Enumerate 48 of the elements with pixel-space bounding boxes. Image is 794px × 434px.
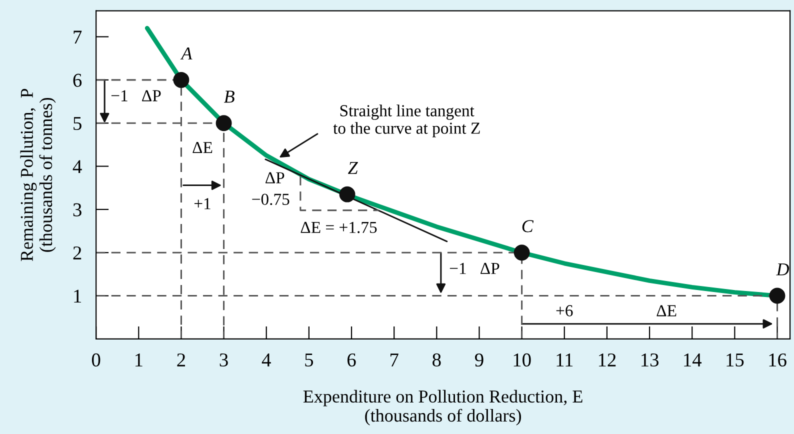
y-axis-title: Remaining Pollution, P (thousands of tonnes) xyxy=(20,88,56,262)
annotation: −1 xyxy=(111,90,128,102)
annotation: +6 xyxy=(556,305,573,316)
annotation: −1 xyxy=(450,262,466,274)
y-tick-label: 7 xyxy=(74,30,82,44)
y-tick-label: 1 xyxy=(74,290,82,303)
x-tick-label: 9 xyxy=(475,353,484,367)
annotation: ΔP xyxy=(266,172,284,184)
y-tick-label: 2 xyxy=(73,246,82,260)
x-tick-label: 7 xyxy=(390,354,398,366)
x-tick-label: 12 xyxy=(598,353,616,366)
x-tick-label: 5 xyxy=(305,354,314,367)
annotation: B xyxy=(224,90,234,103)
annotation: +1 xyxy=(194,198,210,210)
annotation: ΔE = +1.75 xyxy=(300,222,377,234)
point xyxy=(339,186,356,202)
x-tick-label: 14 xyxy=(684,354,702,366)
point xyxy=(173,72,190,88)
annotation: ΔP xyxy=(142,90,161,102)
x-tick-label: 3 xyxy=(220,353,228,367)
x-tick-label: 1 xyxy=(135,354,142,366)
annotation: C xyxy=(522,220,534,232)
x-tick-label: 13 xyxy=(642,353,658,367)
x-tick-label: 16 xyxy=(769,353,786,367)
x-tick-label: 11 xyxy=(556,354,573,366)
x-tick-label: 15 xyxy=(726,354,744,367)
x-tick-label: 6 xyxy=(347,353,356,367)
y-tick-label: 6 xyxy=(73,74,82,87)
annotation: Z xyxy=(348,162,358,174)
y-tick-label: 5 xyxy=(74,117,82,130)
x-axis-title: Expenditure on Pollution Reduction, E (thousands of dollars) xyxy=(303,390,582,426)
point xyxy=(514,244,530,261)
annotation: Straight line tangent to the curve at point Z xyxy=(333,104,480,138)
annotation: ΔE xyxy=(192,142,212,154)
x-tick-label: 8 xyxy=(432,353,441,367)
point xyxy=(216,115,232,132)
y-tick-label: 3 xyxy=(73,203,82,216)
x-tick-label: 0 xyxy=(92,353,100,367)
x-tick-label: 4 xyxy=(262,354,271,366)
annotation: −0.75 xyxy=(252,194,290,206)
y-tick-label: 4 xyxy=(72,160,82,174)
annotation: ΔP xyxy=(480,262,500,274)
annotation: D xyxy=(776,263,790,276)
annotation: A xyxy=(180,47,192,60)
annotation: ΔE xyxy=(656,305,676,316)
point xyxy=(769,288,786,304)
x-tick-label: 2 xyxy=(177,353,186,366)
x-tick-label: 10 xyxy=(514,353,531,367)
